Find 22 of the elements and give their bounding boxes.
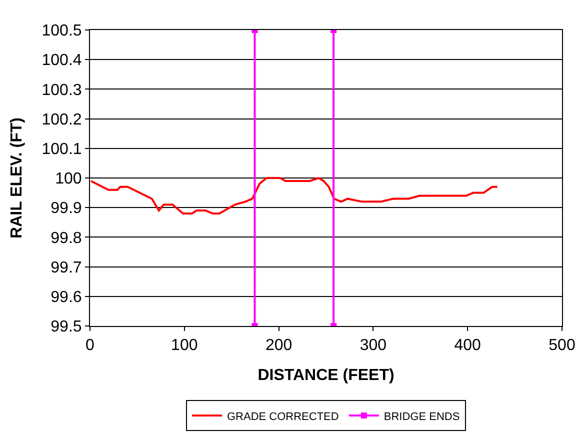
x-tick-label: 100: [171, 337, 198, 354]
x-tick-label: 300: [360, 337, 387, 354]
legend-label: GRADE CORRECTED: [227, 410, 339, 423]
x-tick-label: 500: [548, 337, 576, 354]
line-series: [90, 177, 498, 215]
y-tick-label: 100.3: [42, 82, 82, 99]
y-tick-label: 100.4: [42, 52, 82, 70]
y-tick-label: 99.5: [50, 318, 82, 336]
y-tick-label: 99.8: [50, 230, 82, 247]
x-tick-label: 400: [454, 337, 482, 354]
y-tick-label: 99.6: [50, 289, 82, 306]
y-tick-label: 100: [55, 170, 82, 188]
x-axis-title: DISTANCE (FEET): [258, 366, 394, 384]
y-tick-label: 99.9: [50, 200, 82, 218]
x-tick-label: 200: [265, 337, 292, 354]
legend-label: BRIDGE ENDS: [384, 410, 460, 423]
y-tick-label: 100.5: [42, 22, 82, 40]
y-tick-label: 99.7: [50, 259, 82, 276]
y-tick-label: 100.1: [42, 141, 82, 158]
x-tick-label: 0: [86, 337, 95, 354]
y-tick-label: 100.2: [42, 111, 82, 128]
y-axis-title: RAIL ELEV. (FT): [8, 118, 26, 238]
